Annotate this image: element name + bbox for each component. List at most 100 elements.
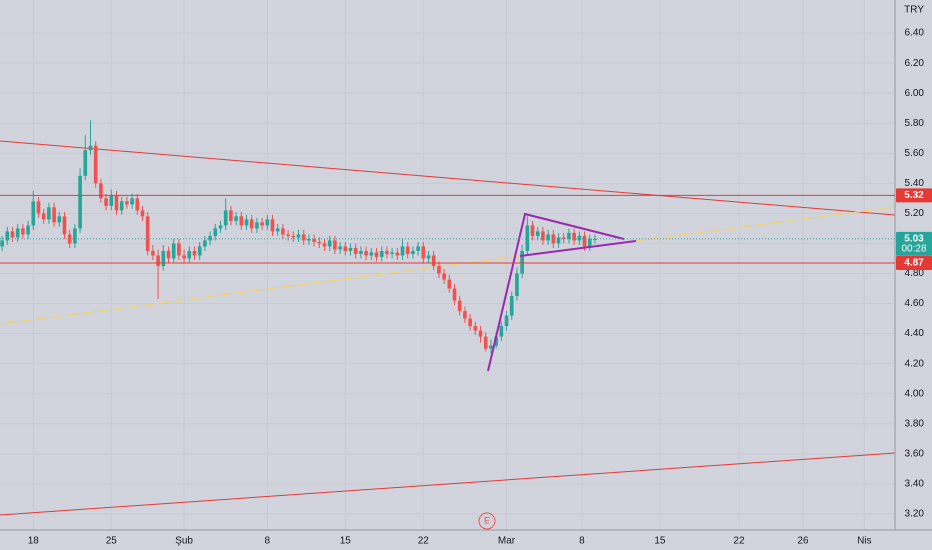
- candle-body: [135, 198, 140, 211]
- candle-body: [166, 250, 171, 259]
- candle-body: [104, 198, 108, 206]
- candle-body: [333, 240, 337, 250]
- candle-body: [359, 250, 363, 254]
- candle-body: [286, 234, 290, 236]
- y-tick-label: 6.00: [905, 88, 925, 99]
- candle-body: [260, 222, 264, 226]
- candle-body: [52, 207, 56, 223]
- candle-body: [525, 225, 530, 251]
- candle-body: [301, 234, 306, 241]
- candle-body: [192, 250, 197, 256]
- x-tick-label: 22: [418, 536, 430, 547]
- candle-body: [530, 225, 535, 236]
- candle-body: [182, 255, 186, 259]
- candle-body: [317, 241, 322, 244]
- candle-body: [15, 228, 20, 238]
- candle-body: [119, 201, 124, 211]
- candle-body: [177, 243, 181, 256]
- candle-body: [270, 219, 275, 232]
- level-label-box: [896, 188, 932, 203]
- candle-body: [567, 232, 571, 239]
- candle-body: [145, 216, 150, 251]
- candle-body: [572, 232, 576, 241]
- y-tick-label: 4.00: [905, 388, 925, 399]
- y-tick-label: 3.80: [905, 418, 925, 429]
- trend-line: [0, 140, 896, 216]
- level-label: 5.32: [904, 190, 924, 201]
- candle-body: [31, 201, 36, 226]
- candle-body: [494, 336, 498, 346]
- candle-body: [187, 250, 192, 259]
- candle-body: [457, 300, 462, 312]
- candle-body: [151, 250, 155, 256]
- x-tick-label: 15: [340, 536, 352, 547]
- x-tick-label: 26: [797, 536, 809, 547]
- event-label[interactable]: E: [484, 515, 490, 525]
- y-tick-label: 4.60: [905, 298, 925, 309]
- candle-body: [483, 336, 488, 349]
- candle-body: [504, 315, 509, 327]
- candle-body: [322, 243, 327, 247]
- candle-body: [582, 235, 587, 247]
- candle-body: [385, 250, 389, 254]
- candle-body: [561, 237, 566, 239]
- candle-body: [26, 225, 30, 235]
- level-label-box: [896, 255, 932, 270]
- y-tick-label: 3.40: [905, 479, 925, 490]
- candle-body: [21, 228, 25, 235]
- y-tick-label: 4.20: [905, 358, 925, 369]
- candle-body: [468, 318, 472, 327]
- pattern-line: [487, 212, 625, 372]
- candle-body: [338, 246, 342, 250]
- grid: [0, 0, 895, 530]
- candle-body: [140, 210, 145, 217]
- candle-body: [307, 238, 311, 241]
- candle-body: [208, 235, 212, 241]
- candle-body: [73, 228, 77, 244]
- candle-body: [348, 247, 353, 251]
- candle-body: [47, 207, 51, 220]
- candle-body: [197, 246, 202, 256]
- candle-body: [577, 235, 582, 241]
- x-tick-label: 22: [733, 536, 745, 547]
- candle-body: [229, 210, 233, 221]
- candle-body: [161, 250, 166, 266]
- candle-body: [556, 237, 561, 244]
- candle-body: [390, 252, 394, 254]
- candle-body: [36, 201, 41, 214]
- candle-body: [218, 225, 223, 229]
- candle-body: [125, 201, 129, 205]
- candle-body: [0, 240, 4, 247]
- candle-body: [223, 210, 228, 226]
- candle-body: [296, 234, 301, 238]
- candle-body: [130, 198, 134, 205]
- axes: 3.203.403.603.804.004.204.404.604.805.00…: [0, 28, 932, 547]
- candle-body: [88, 145, 93, 151]
- candle-body: [327, 240, 332, 247]
- trend-line: [0, 206, 896, 325]
- y-tick-label: 3.60: [905, 448, 925, 459]
- candle-body: [57, 216, 62, 223]
- event-marker[interactable]: [478, 512, 496, 530]
- candle-body: [405, 246, 410, 254]
- candle-body: [93, 145, 98, 184]
- candle-body: [203, 240, 207, 247]
- candle-body: [489, 345, 493, 349]
- candle-body: [374, 252, 379, 257]
- candle-body: [353, 247, 358, 254]
- last-price-label: 5.03: [904, 234, 924, 245]
- y-tick-label: 4.40: [905, 328, 925, 339]
- candle-body: [426, 255, 431, 259]
- candle-body: [416, 246, 420, 251]
- candle-body: [463, 311, 467, 319]
- candle-body: [109, 195, 114, 206]
- candle-body: [312, 238, 316, 242]
- candle-body: [499, 326, 504, 337]
- candle-body: [249, 219, 254, 229]
- level-label: 4.87: [904, 258, 924, 269]
- candle-body: [255, 222, 259, 229]
- y-tick-label: 4.80: [905, 268, 925, 279]
- candle-body: [587, 238, 592, 247]
- candle-body: [411, 250, 415, 254]
- x-tick-label: 25: [106, 536, 118, 547]
